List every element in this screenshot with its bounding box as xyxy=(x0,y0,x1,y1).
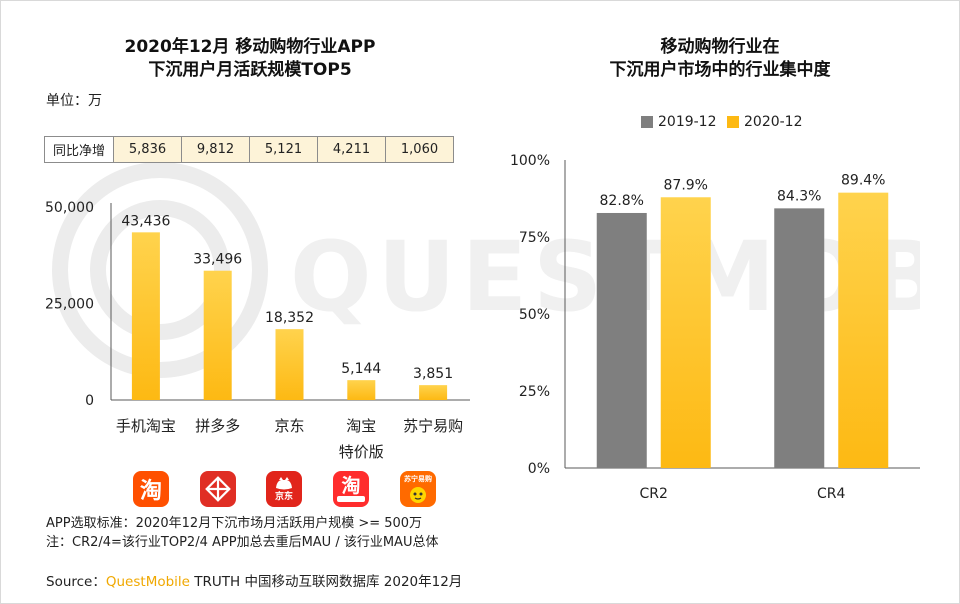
x-category-label: CR4 xyxy=(817,486,846,502)
taobao-special-icon-badge xyxy=(337,496,365,502)
y-tick-label: 50% xyxy=(519,307,550,323)
bar-淘宝特价版 xyxy=(347,380,376,400)
source-prefix: Source： xyxy=(46,574,106,590)
legend-swatch-2019 xyxy=(641,116,653,128)
suning-lion-icon xyxy=(410,486,426,503)
left-title-line1: 2020年12月 移动购物行业APP xyxy=(124,37,376,57)
y-tick-label: 50,000 xyxy=(45,200,94,216)
taobao-app-icon: 淘 xyxy=(133,471,169,507)
y-tick-label: 0 xyxy=(85,393,94,409)
yoy-value-cell: 4,211 xyxy=(317,136,386,163)
pinduoduo-app-icon xyxy=(200,471,236,507)
jd-icon-text: 京东 xyxy=(274,492,293,502)
y-tick-label: 0% xyxy=(528,461,550,477)
jd-dog-icon xyxy=(276,477,292,490)
source-brand: QuestMobile xyxy=(105,574,190,590)
yoy-growth-table: 同比净增 5,836 9,812 5,121 4,211 1,060 xyxy=(44,136,454,163)
y-tick-label: 25,000 xyxy=(45,297,94,313)
right-title-line1: 移动购物行业在 xyxy=(660,37,780,57)
bar-value-label: 82.8% xyxy=(600,193,644,209)
yoy-value-cell: 5,121 xyxy=(249,136,318,163)
x-category-label: CR2 xyxy=(640,486,668,502)
note-cr-definition: 注：CR2/4=该行业TOP2/4 APP加总去重后MAU / 该行业MAU总体 xyxy=(46,535,439,550)
bar-value-label: 3,851 xyxy=(413,366,453,382)
x-category-label: 拼多多 xyxy=(195,417,240,435)
bar-value-label: 87.9% xyxy=(664,177,708,193)
bar-CR4-2019-12 xyxy=(774,208,825,468)
yoy-row-label: 同比净增 xyxy=(44,136,114,163)
legend-2019: 2019-12 xyxy=(641,114,717,130)
y-tick-label: 25% xyxy=(519,384,550,400)
bar-value-label: 33,496 xyxy=(193,252,242,268)
taobao-icon-glyph: 淘 xyxy=(139,479,162,504)
bar-value-label: 84.3% xyxy=(777,188,821,204)
bar-CR4-2020-12 xyxy=(838,192,889,468)
legend-swatch-2020 xyxy=(727,116,739,128)
notes: APP选取标准：2020年12月下沉市场月活跃用户规模 >= 500万 注：CR… xyxy=(46,514,438,552)
pinduoduo-knot-icon xyxy=(205,476,231,502)
legend-label-2020: 2020-12 xyxy=(744,114,803,130)
x-category-label: 苏宁易购 xyxy=(403,417,463,435)
source-line: Source：QuestMobile TRUTH 中国移动互联网数据库 2020… xyxy=(46,570,462,590)
bar-手机淘宝 xyxy=(131,232,160,400)
legend-label-2019: 2019-12 xyxy=(658,114,717,130)
bar-拼多多 xyxy=(203,270,232,400)
suning-icon-text: 苏宁易购 xyxy=(404,474,432,483)
bar-value-label: 43,436 xyxy=(121,213,170,229)
bar-CR2-2019-12 xyxy=(596,212,647,468)
bar-京东 xyxy=(275,329,304,400)
unit-label: 单位：万 xyxy=(46,93,102,109)
y-tick-label: 100% xyxy=(510,153,550,169)
bar-CR2-2020-12 xyxy=(660,197,711,468)
x-category-label: 淘宝 xyxy=(346,417,376,435)
left-chart-title: 2020年12月 移动购物行业APP 下沉用户月活跃规模TOP5 xyxy=(110,36,390,82)
jd-app-icon: 京东 xyxy=(266,471,302,507)
bar-value-label: 89.4% xyxy=(841,173,885,189)
bar-value-label: 18,352 xyxy=(265,310,314,326)
bar-value-label: 5,144 xyxy=(341,361,381,377)
note-selection-criteria: APP选取标准：2020年12月下沉市场月活跃用户规模 >= 500万 xyxy=(46,516,423,531)
bar-苏宁易购 xyxy=(419,385,448,400)
x-category-label: 特价版 xyxy=(339,443,384,461)
x-category-label: 京东 xyxy=(274,417,304,435)
yoy-value-cell: 1,060 xyxy=(385,136,454,163)
taobao-special-icon-glyph: 淘 xyxy=(341,475,361,497)
suning-app-icon: 苏宁易购 xyxy=(400,471,436,507)
left-bar-chart: 0 25,000 50,000 43,436 手机淘宝 33,496 拼多多 18,352 京东… xyxy=(45,200,470,461)
yoy-value-cell: 5,836 xyxy=(113,136,182,163)
right-title-line2: 下沉用户市场中的行业集中度 xyxy=(609,60,831,80)
yoy-value-cell: 9,812 xyxy=(181,136,250,163)
left-title-line2: 下沉用户月活跃规模TOP5 xyxy=(148,60,352,80)
source-suffix: TRUTH 中国移动互联网数据库 2020年12月 xyxy=(189,574,463,590)
x-category-label: 手机淘宝 xyxy=(116,417,176,435)
taobao-special-app-icon: 淘 xyxy=(333,471,369,507)
y-tick-label: 75% xyxy=(519,230,550,246)
right-bar-chart: 0% 25% 50% 75% 100% 82.8% 87.9% CR2 84.3% 89.4% CR… xyxy=(510,153,920,502)
legend-2020: 2020-12 xyxy=(727,114,803,130)
right-chart-title: 移动购物行业在 下沉用户市场中的行业集中度 xyxy=(570,36,870,82)
